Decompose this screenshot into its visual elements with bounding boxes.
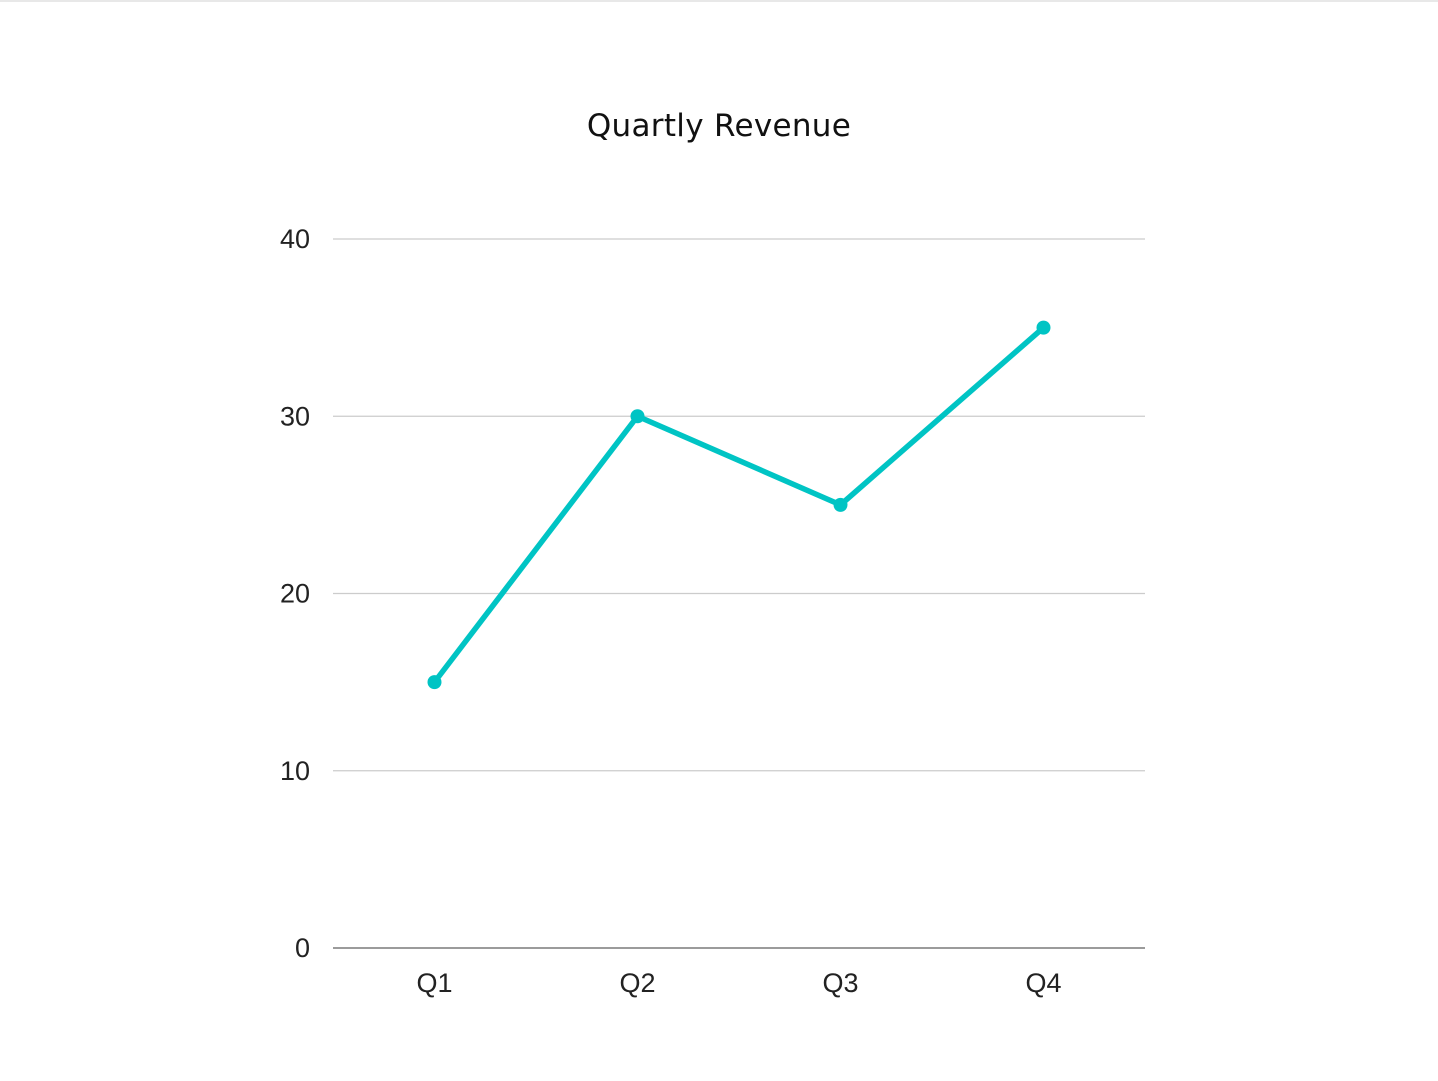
data-point[interactable]: [630, 409, 645, 424]
y-tick-label: 30: [280, 401, 310, 431]
y-tick-label: 40: [280, 224, 310, 254]
x-tick-label: Q1: [416, 968, 452, 998]
x-tick-label: Q4: [1025, 968, 1061, 998]
y-axis-ticks: 0 10 20 30 40: [280, 224, 310, 963]
series-layer: [427, 320, 1051, 690]
x-axis-ticks: Q1 Q2 Q3 Q4: [416, 968, 1061, 998]
series-line: [431, 324, 1047, 685]
data-point[interactable]: [1036, 320, 1051, 335]
top-divider: [0, 0, 1438, 2]
chart-title: Quartly Revenue: [586, 108, 852, 144]
y-tick-label: 20: [280, 579, 310, 609]
x-tick-label: Q3: [822, 968, 858, 998]
gridlines: [333, 238, 1145, 949]
y-tick-label: 10: [280, 756, 310, 786]
data-point[interactable]: [427, 675, 442, 690]
data-point[interactable]: [833, 497, 848, 512]
x-tick-label: Q2: [619, 968, 655, 998]
y-tick-label: 0: [295, 933, 310, 963]
